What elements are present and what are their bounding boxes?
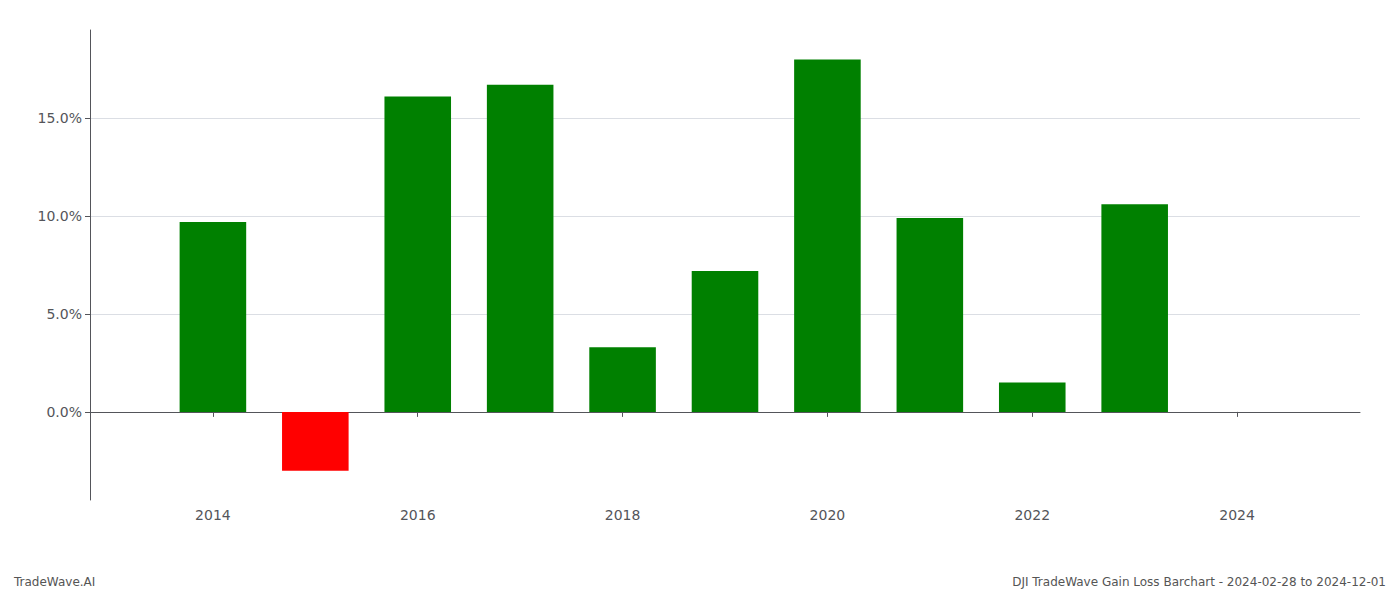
svg-text:2018: 2018 — [605, 507, 641, 523]
svg-text:TradeWave.AI: TradeWave.AI — [13, 575, 95, 589]
svg-text:15.0%: 15.0% — [38, 110, 82, 126]
svg-text:2024: 2024 — [1219, 507, 1255, 523]
svg-text:DJI TradeWave Gain Loss Barcha: DJI TradeWave Gain Loss Barchart - 2024-… — [1012, 575, 1386, 589]
svg-text:2020: 2020 — [810, 507, 846, 523]
svg-text:5.0%: 5.0% — [46, 306, 82, 322]
svg-text:2014: 2014 — [195, 507, 231, 523]
svg-text:2022: 2022 — [1014, 507, 1050, 523]
svg-text:0.0%: 0.0% — [46, 404, 82, 420]
svg-text:10.0%: 10.0% — [38, 208, 82, 224]
svg-text:2016: 2016 — [400, 507, 436, 523]
